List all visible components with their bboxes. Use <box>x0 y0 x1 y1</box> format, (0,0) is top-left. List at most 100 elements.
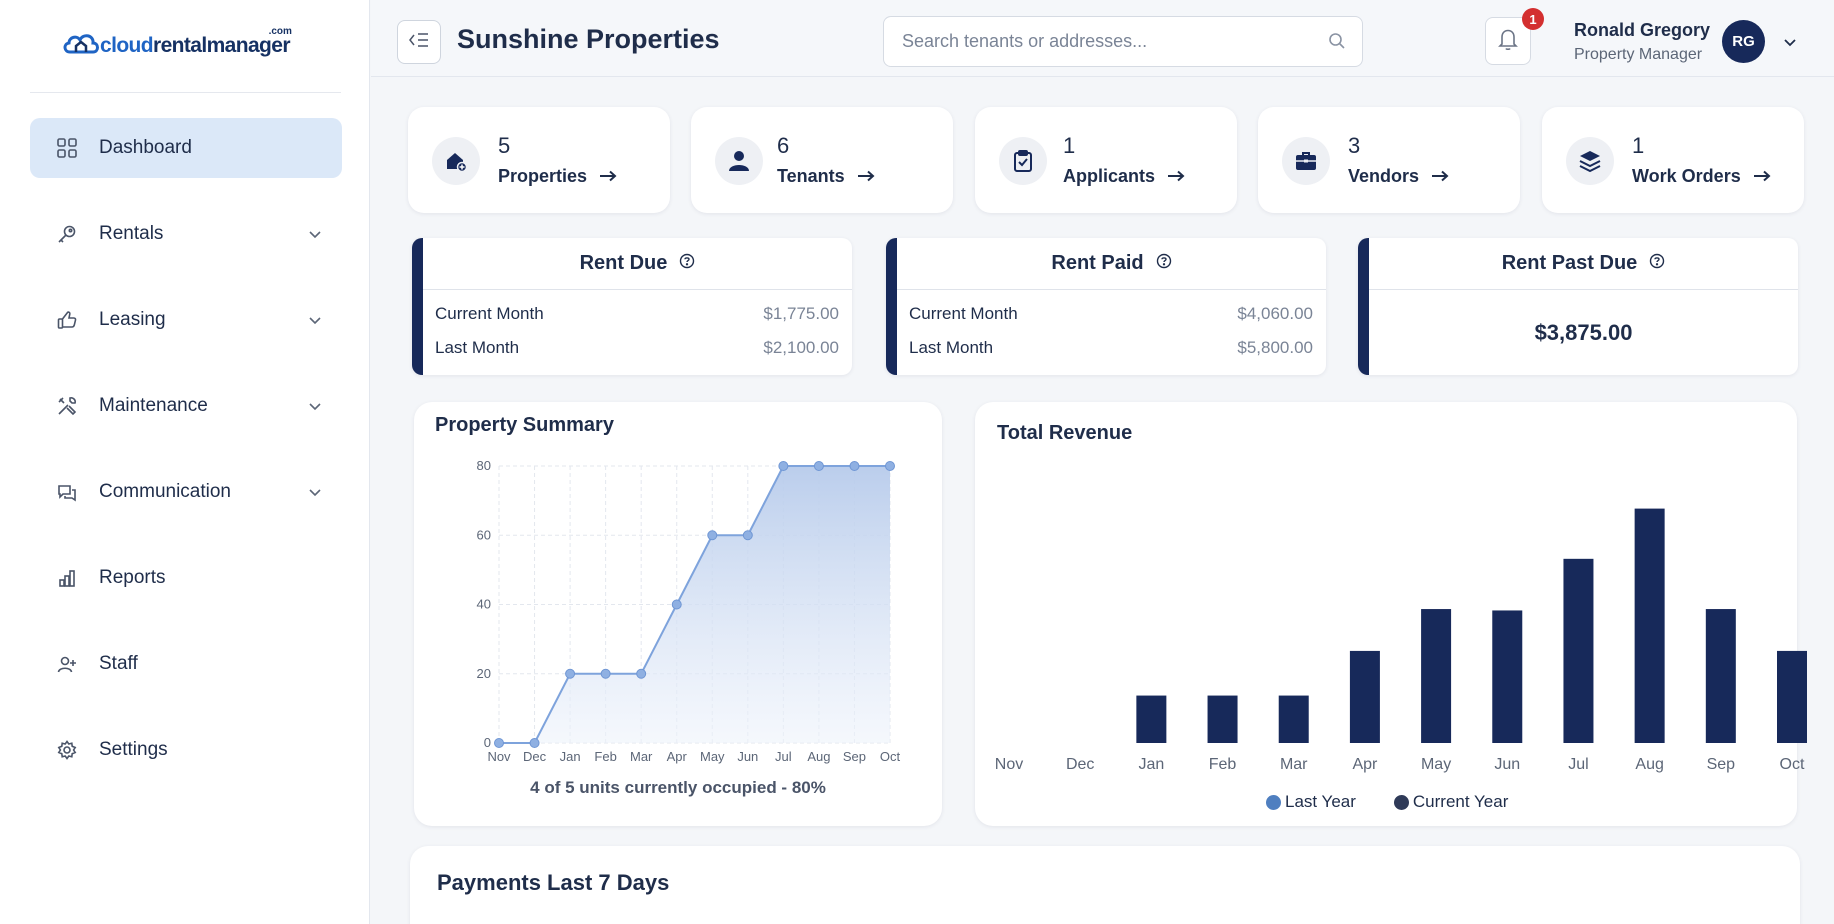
sidebar-item-staff[interactable]: Staff <box>30 634 342 694</box>
sidebar-item-maintenance[interactable]: Maintenance <box>30 376 342 436</box>
legend-swatch <box>1393 794 1409 810</box>
stat-card-vendors[interactable]: 3 Vendors <box>1258 107 1520 213</box>
stat-card-properties[interactable]: 5 Properties <box>408 107 670 213</box>
bar-chart-icon <box>56 567 78 589</box>
rent-row-value: $5,800.00 <box>1237 338 1313 357</box>
chat-icon <box>56 481 78 503</box>
sidebar-item-label: Rentals <box>99 223 164 244</box>
notification-count-badge: 1 <box>1522 8 1544 30</box>
collapse-sidebar-button[interactable] <box>397 20 441 64</box>
arrow-right-icon <box>1431 166 1449 187</box>
briefcase-icon <box>1282 137 1330 185</box>
page-title: Sunshine Properties <box>457 24 720 54</box>
user-name[interactable]: Ronald Gregory <box>1574 20 1711 40</box>
stat-link[interactable]: Tenants <box>777 166 875 187</box>
legend-item-current-year[interactable]: Current Year <box>1393 792 1509 812</box>
sidebar-item-rentals[interactable]: Rentals <box>30 204 342 264</box>
rent-row-value: $1,775.00 <box>763 304 839 323</box>
stat-label: Work Orders <box>1632 166 1741 186</box>
rent-paid-card: Rent Paid Current Month $4,060.00 Last Mo… <box>886 238 1326 375</box>
occupancy-summary: 4 of 5 units currently occupied - 80% <box>530 778 826 797</box>
arrow-right-icon <box>599 166 617 187</box>
search-icon[interactable] <box>1328 32 1346 55</box>
logo-text: cloudrentalmanager <box>100 34 291 57</box>
stat-link[interactable]: Applicants <box>1063 166 1185 187</box>
app-logo[interactable]: cloudrentalmanager .com <box>62 26 292 57</box>
chevron-down-icon <box>308 312 322 330</box>
stat-count: 5 <box>498 133 511 158</box>
avatar[interactable]: RG <box>1722 20 1765 63</box>
chevron-down-icon <box>308 484 322 502</box>
card-title: Rent Due <box>579 252 668 274</box>
thumbs-up-icon <box>56 309 78 331</box>
user-role: Property Manager <box>1574 46 1703 63</box>
rent-row: Last Month $2,100.00 <box>435 338 839 358</box>
sidebar-item-reports[interactable]: Reports <box>30 548 342 608</box>
chevron-down-icon <box>308 226 322 244</box>
rent-row-value: $2,100.00 <box>763 338 839 357</box>
layers-icon <box>1566 137 1614 185</box>
gear-icon <box>56 739 78 761</box>
stat-link[interactable]: Properties <box>498 166 617 187</box>
stat-count: 6 <box>777 133 790 158</box>
tools-icon <box>56 395 78 417</box>
legend-label: Last Year <box>1285 792 1356 811</box>
rent-past-due-amount: $3,875.00 <box>1534 320 1633 345</box>
user-menu-chevron-down-icon[interactable] <box>1783 34 1797 52</box>
stat-count: 1 <box>1063 133 1076 158</box>
rent-due-card: Rent Due Current Month $1,775.00 Last Mon… <box>412 238 852 375</box>
help-icon[interactable] <box>1649 252 1665 275</box>
stat-card-work-orders[interactable]: 1 Work Orders <box>1542 107 1804 213</box>
stat-link[interactable]: Work Orders <box>1632 166 1771 187</box>
stat-link[interactable]: Vendors <box>1348 166 1449 187</box>
sidebar-divider <box>30 92 341 93</box>
sidebar-item-leasing[interactable]: Leasing <box>30 290 342 350</box>
person-icon <box>715 137 763 185</box>
stat-label: Applicants <box>1063 166 1156 186</box>
payments-panel <box>410 846 1800 924</box>
logo-suffix: .com <box>268 26 292 37</box>
card-title: Rent Past Due <box>1501 252 1638 274</box>
sidebar-item-communication[interactable]: Communication <box>30 462 342 522</box>
search-input[interactable] <box>902 31 1302 52</box>
sidebar-item-dashboard[interactable]: Dashboard <box>30 118 342 178</box>
payments-title: Payments Last 7 Days <box>437 870 670 895</box>
help-icon[interactable] <box>1156 252 1172 275</box>
sidebar-item-label: Staff <box>99 653 138 674</box>
rent-row: Last Month $5,800.00 <box>909 338 1313 358</box>
total-revenue-panel <box>975 402 1797 826</box>
property-summary-panel <box>414 402 942 826</box>
grid-icon <box>56 137 78 159</box>
arrow-right-icon <box>1167 166 1185 187</box>
house-plus-icon <box>432 137 480 185</box>
stat-card-tenants[interactable]: 6 Tenants <box>691 107 953 213</box>
help-icon[interactable] <box>679 252 695 275</box>
sidebar-item-label: Communication <box>99 481 231 502</box>
rent-row-label: Current Month <box>909 304 1018 323</box>
rent-paid-header: Rent Paid <box>897 238 1326 290</box>
search-box[interactable] <box>883 16 1363 67</box>
rent-row: Current Month $4,060.00 <box>909 304 1313 324</box>
rent-row: Current Month $1,775.00 <box>435 304 839 324</box>
revenue-legend: Last Year Current Year <box>1266 792 1546 812</box>
chevron-down-icon <box>308 398 322 416</box>
arrow-right-icon <box>857 166 875 187</box>
top-header: Sunshine Properties 1 Ronald Gregory Pro… <box>371 0 1834 77</box>
rent-past-due-header: Rent Past Due <box>1369 238 1798 290</box>
legend-label: Current Year <box>1412 792 1509 811</box>
notifications-button[interactable]: 1 <box>1485 8 1544 65</box>
stat-count: 1 <box>1632 133 1645 158</box>
collapse-menu-icon <box>408 31 430 54</box>
card-title: Rent Paid <box>1051 252 1144 274</box>
rent-row-value: $4,060.00 <box>1237 304 1313 323</box>
rent-due-header: Rent Due <box>423 238 852 290</box>
sidebar-item-label: Leasing <box>99 309 166 330</box>
stat-card-applicants[interactable]: 1 Applicants <box>975 107 1237 213</box>
legend-item-last-year[interactable]: Last Year <box>1266 792 1356 812</box>
stat-label: Vendors <box>1348 166 1420 186</box>
cloud-house-icon <box>62 30 100 56</box>
sidebar-item-settings[interactable]: Settings <box>30 720 342 780</box>
stat-count: 3 <box>1348 133 1361 158</box>
clipboard-check-icon <box>999 137 1047 185</box>
rent-row-label: Last Month <box>435 338 520 357</box>
